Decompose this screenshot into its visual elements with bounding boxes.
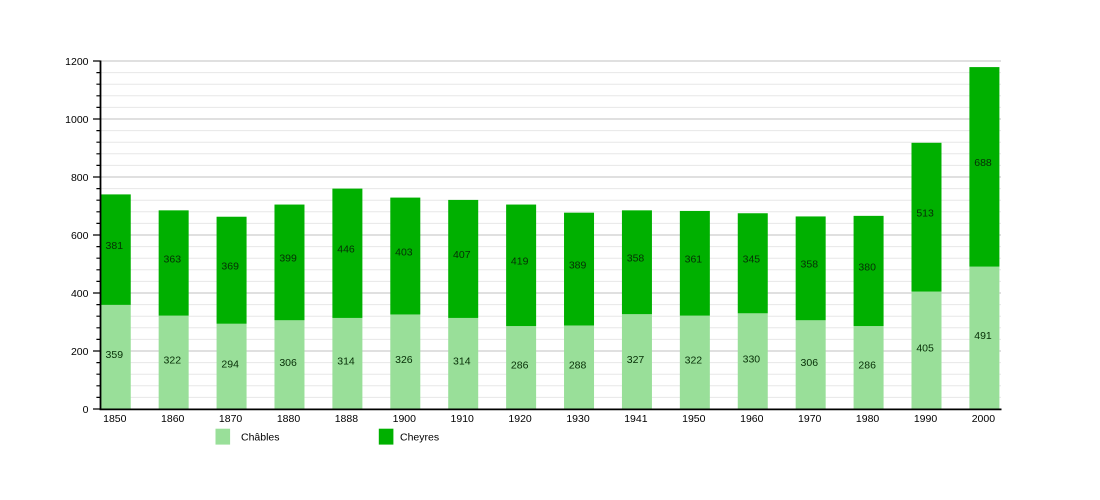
svg-text:400: 400 <box>71 288 89 300</box>
svg-text:600: 600 <box>71 230 89 242</box>
svg-text:1880: 1880 <box>277 413 301 425</box>
svg-text:1930: 1930 <box>566 413 590 425</box>
svg-text:381: 381 <box>106 240 124 252</box>
svg-text:446: 446 <box>337 244 355 256</box>
svg-text:1941: 1941 <box>624 413 648 425</box>
svg-text:359: 359 <box>106 349 124 361</box>
svg-text:800: 800 <box>71 172 89 184</box>
svg-text:314: 314 <box>453 356 471 368</box>
svg-text:1200: 1200 <box>65 56 89 68</box>
svg-text:306: 306 <box>279 357 297 369</box>
svg-text:294: 294 <box>221 359 239 371</box>
svg-text:1860: 1860 <box>161 413 185 425</box>
svg-text:1990: 1990 <box>914 413 938 425</box>
svg-text:306: 306 <box>801 357 819 369</box>
svg-text:1970: 1970 <box>798 413 822 425</box>
svg-text:399: 399 <box>279 253 297 265</box>
svg-text:314: 314 <box>337 356 355 368</box>
svg-text:330: 330 <box>743 353 761 365</box>
svg-text:288: 288 <box>569 359 587 371</box>
svg-text:322: 322 <box>164 355 182 367</box>
svg-text:1870: 1870 <box>219 413 243 425</box>
svg-text:1850: 1850 <box>103 413 127 425</box>
svg-text:405: 405 <box>916 343 934 355</box>
svg-text:Cheyres: Cheyres <box>400 431 439 443</box>
svg-text:1950: 1950 <box>682 413 706 425</box>
svg-text:286: 286 <box>858 360 876 372</box>
svg-text:1910: 1910 <box>451 413 475 425</box>
svg-text:1920: 1920 <box>508 413 532 425</box>
svg-text:361: 361 <box>685 254 703 266</box>
svg-text:513: 513 <box>916 208 934 220</box>
svg-text:389: 389 <box>569 259 587 271</box>
svg-text:1888: 1888 <box>335 413 359 425</box>
svg-text:1000: 1000 <box>65 114 89 126</box>
svg-text:Châbles: Châbles <box>241 431 280 443</box>
svg-text:403: 403 <box>395 246 413 258</box>
svg-text:345: 345 <box>743 254 761 266</box>
svg-text:327: 327 <box>627 354 645 366</box>
svg-text:380: 380 <box>858 261 876 273</box>
svg-text:1980: 1980 <box>856 413 880 425</box>
svg-text:688: 688 <box>974 157 992 169</box>
svg-text:363: 363 <box>164 253 182 265</box>
svg-text:1960: 1960 <box>740 413 764 425</box>
svg-text:1900: 1900 <box>393 413 417 425</box>
svg-text:286: 286 <box>511 360 529 372</box>
svg-text:491: 491 <box>974 330 992 342</box>
svg-text:0: 0 <box>83 404 89 416</box>
svg-text:407: 407 <box>453 249 471 261</box>
svg-text:358: 358 <box>801 259 819 271</box>
svg-text:200: 200 <box>71 346 89 358</box>
svg-text:419: 419 <box>511 256 529 268</box>
svg-text:358: 358 <box>627 253 645 265</box>
svg-text:326: 326 <box>395 354 413 366</box>
svg-text:369: 369 <box>221 261 239 273</box>
svg-text:2000: 2000 <box>972 413 996 425</box>
svg-text:322: 322 <box>685 355 703 367</box>
